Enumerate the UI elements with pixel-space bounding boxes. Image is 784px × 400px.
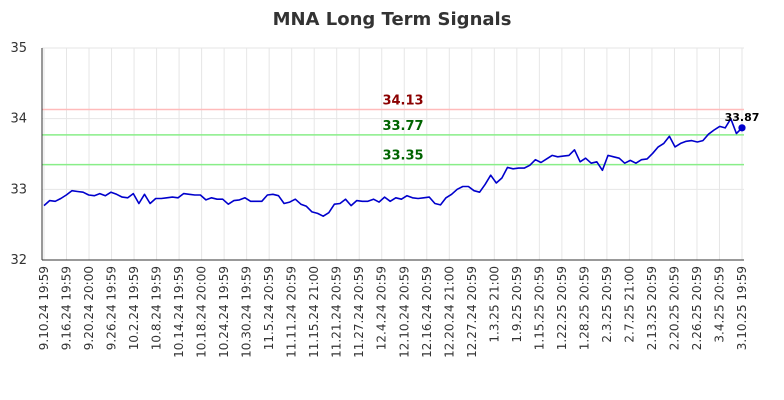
x-tick-label: 3.10.25 19:59 [735,266,749,350]
signal-lines [42,108,744,166]
x-tick-label: 12.16.24 20:59 [420,266,434,358]
x-tick-label: 1.28.25 20:59 [577,266,591,350]
x-tick-label: 11.11.24 20:59 [285,266,299,358]
x-tick-label: 2.13.25 20:59 [645,266,659,350]
y-tick-label: 33 [10,182,27,197]
y-tick-label: 35 [10,41,27,56]
axes [41,48,744,261]
signal-label: 33.35 [382,149,423,164]
y-tick-label: 34 [10,112,27,127]
grid [42,47,744,261]
signal-label: 33.77 [382,119,423,134]
x-tick-label: 12.10.24 20:59 [397,266,411,358]
x-tick-label: 1.22.25 20:59 [555,266,569,350]
signal-labels: 34.13 33.77 33.35 33.87 [382,93,759,163]
x-tick-label: 11.15.24 21:00 [307,266,321,358]
x-tick-labels: 9.10.24 19:59 9.16.24 19:59 9.20.24 20:00 9… [37,266,749,358]
y-tick-labels: 32 33 34 35 [10,41,27,268]
x-tick-label: 1.3.25 21:00 [487,266,501,343]
signal-label: 34.13 [382,93,423,108]
x-tick-label: 10.2.24 19:59 [127,266,141,350]
x-tick-label: 10.18.24 20:00 [195,266,209,358]
x-tick-label: 2.7.25 21:00 [622,266,636,343]
x-tick-label: 9.26.24 19:59 [105,266,119,350]
x-tick-label: 1.9.25 20:59 [510,266,524,343]
last-value-label: 33.87 [725,111,760,124]
y-tick-label: 32 [10,253,27,268]
x-tick-label: 12.4.24 20:59 [375,266,389,350]
x-tick-label: 2.20.25 20:59 [667,266,681,350]
series-line [43,117,743,217]
x-tick-label: 2.26.25 20:59 [690,266,704,350]
x-tick-label: 11.5.24 20:59 [262,266,276,350]
x-tick-label: 10.14.24 19:59 [172,266,186,358]
x-tick-label: 9.10.24 19:59 [37,266,51,350]
x-tick-label: 10.8.24 19:59 [150,266,164,350]
last-point-marker [738,124,746,132]
x-tick-label: 10.24.24 19:59 [217,266,231,358]
x-tick-label: 9.16.24 19:59 [60,266,74,350]
series-line-layer [43,117,746,217]
x-tick-label: 12.27.24 20:59 [465,266,479,358]
x-tick-label: 3.4.25 20:59 [712,266,726,343]
x-tick-label: 10.30.24 19:59 [240,266,254,358]
x-tick-label: 9.20.24 20:00 [82,266,96,350]
x-tick-label: 11.27.24 20:59 [352,266,366,358]
chart-title: MNA Long Term Signals [273,9,512,30]
x-tick-label: 12.20.24 21:00 [442,266,456,358]
x-tick-label: 11.21.24 20:59 [330,266,344,358]
x-tick-label: 1.15.25 20:59 [532,266,546,350]
x-tick-label: 2.3.25 20:59 [600,266,614,343]
